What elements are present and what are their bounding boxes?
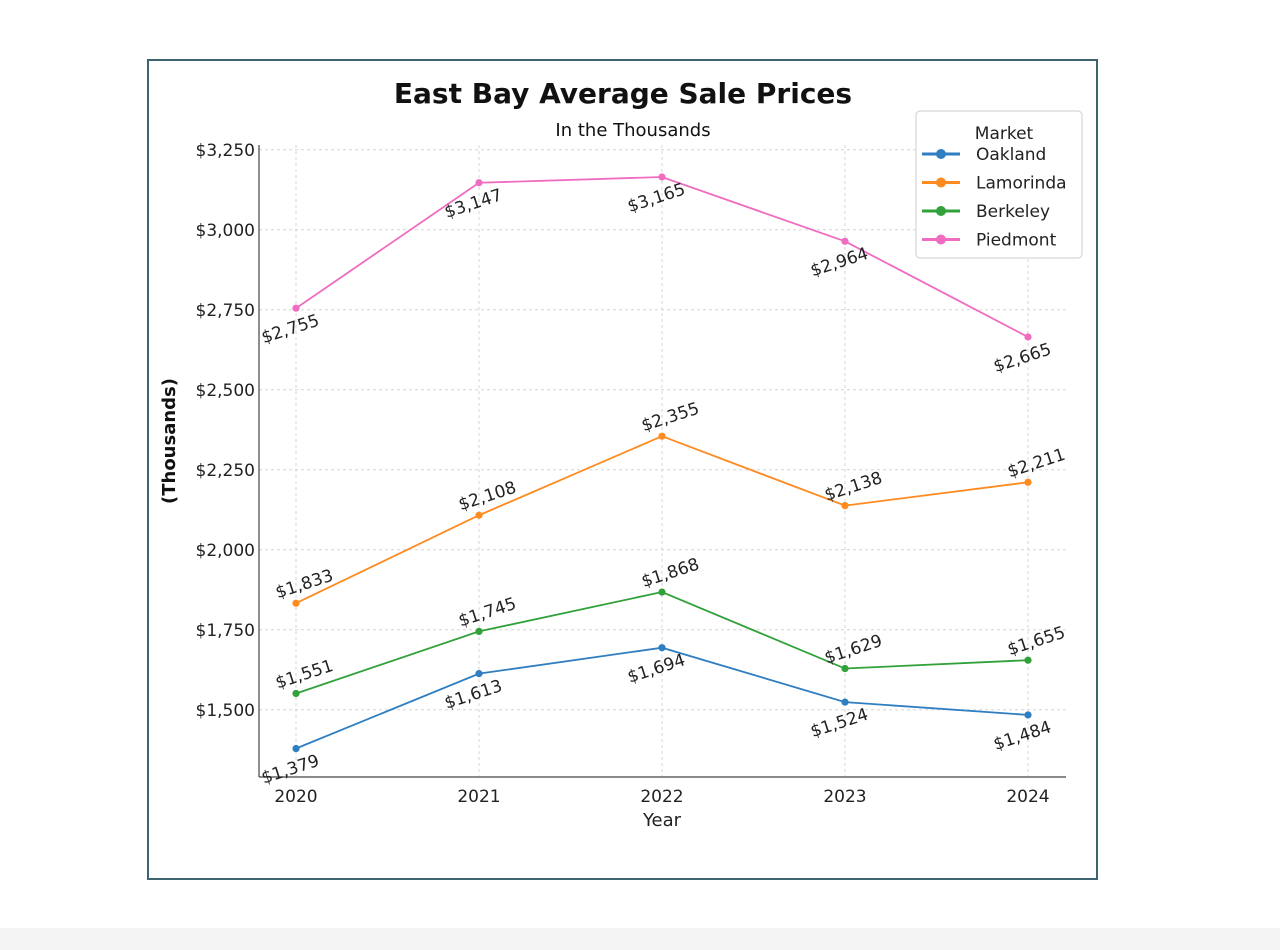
data-label-piedmont: $3,165: [625, 180, 688, 217]
data-point-lamorinda: [1024, 478, 1032, 486]
line-chart: $1,500 $1,750 $2,000 $2,250 $2,500 $2,750 $3,0…: [159, 77, 1083, 831]
data-label-piedmont: $2,665: [991, 340, 1054, 377]
data-label-lamorinda: $2,211: [1005, 445, 1068, 482]
data-point-berkeley: [658, 588, 666, 596]
chart-title: East Bay Average Sale Prices: [394, 77, 852, 110]
data-point-piedmont: [841, 237, 849, 245]
legend-marker-berkeley: [936, 206, 946, 216]
x-axis-title: Year: [642, 810, 682, 831]
legend-label-berkeley: Berkeley: [976, 202, 1050, 222]
legend-label-oakland: Oakland: [976, 145, 1046, 165]
page-bottom-strip: [0, 928, 1280, 950]
data-point-berkeley: [475, 627, 483, 636]
legend-marker-lamorinda: [936, 177, 946, 188]
chart-frame: $1,500 $1,750 $2,000 $2,250 $2,500 $2,750 $3,0…: [147, 59, 1098, 880]
data-point-piedmont: [475, 179, 483, 187]
legend-marker-oakland: [936, 149, 946, 159]
data-label-lamorinda: $2,108: [456, 478, 519, 515]
data-point-oakland: [841, 698, 849, 706]
y-tick-label: $2,750: [196, 301, 255, 321]
data-label-berkeley: $1,551: [273, 656, 336, 693]
legend-box: [915, 110, 1083, 259]
grid-layer: [259, 145, 1066, 777]
data-label-lamorinda: $2,355: [639, 399, 702, 436]
x-tick-label: 2023: [823, 787, 866, 807]
data-point-berkeley: [1024, 656, 1032, 664]
data-label-oakland: $1,694: [625, 650, 688, 687]
y-tick-label: $1,500: [196, 701, 255, 721]
data-point-lamorinda: [658, 432, 666, 440]
labels-layer: $1,379$1,613$1,694$1,524 $1,484$1,833$2,1…: [259, 180, 1068, 789]
data-point-oakland: [292, 744, 300, 753]
y-tick-label: $2,250: [196, 461, 255, 481]
data-label-piedmont: $2,964: [808, 244, 871, 281]
x-tick-label: 2022: [640, 787, 683, 807]
series-layer: [292, 173, 1032, 753]
data-label-oakland: $1,613: [442, 676, 505, 713]
y-tick-label: $3,000: [196, 221, 255, 241]
data-point-berkeley: [292, 689, 300, 698]
data-label-berkeley: $1,868: [639, 555, 702, 592]
data-label-berkeley: $1,655: [1005, 623, 1068, 660]
data-label-lamorinda: $1,833: [273, 566, 336, 603]
legend-items: Oakland Lamorinda Berkeley Piedmont: [922, 145, 1067, 251]
y-tick-label: $3,250: [196, 141, 255, 161]
x-tick-label: 2020: [274, 787, 317, 807]
y-tick-label: $2,500: [196, 381, 255, 401]
data-label-oakland: $1,484: [991, 717, 1054, 754]
y-tick-label: $1,750: [196, 621, 255, 641]
data-label-oakland: $1,379: [259, 751, 322, 788]
legend-title: Market: [975, 124, 1034, 144]
data-label-piedmont: $2,755: [259, 311, 322, 348]
data-label-lamorinda: $2,138: [822, 468, 885, 505]
data-label-berkeley: $1,629: [822, 631, 885, 668]
chart-subtitle: In the Thousands: [555, 120, 710, 141]
data-point-piedmont: [1024, 333, 1032, 341]
data-label-piedmont: $3,147: [442, 185, 505, 222]
y-tick-label: $2,000: [196, 541, 255, 561]
data-point-oakland: [1024, 711, 1032, 719]
y-axis-title: (Thousands): [159, 378, 180, 504]
legend: Market Oakland Lamorinda Berkeley Piedmont: [915, 110, 1083, 259]
legend-marker-piedmont: [936, 234, 946, 245]
data-point-lamorinda: [475, 511, 483, 519]
data-point-lamorinda: [292, 599, 300, 607]
data-point-piedmont: [292, 304, 300, 312]
x-tick-label: 2021: [457, 787, 500, 807]
axes-layer: $1,500 $1,750 $2,000 $2,250 $2,500 $2,750 $3,0…: [196, 141, 1066, 807]
x-tick-label: 2024: [1006, 787, 1049, 807]
data-point-piedmont: [658, 173, 666, 181]
legend-label-lamorinda: Lamorinda: [976, 174, 1067, 194]
legend-label-piedmont: Piedmont: [976, 231, 1057, 251]
data-point-oakland: [475, 670, 483, 678]
data-point-lamorinda: [841, 502, 849, 510]
data-point-oakland: [658, 644, 666, 652]
data-point-berkeley: [841, 664, 849, 673]
